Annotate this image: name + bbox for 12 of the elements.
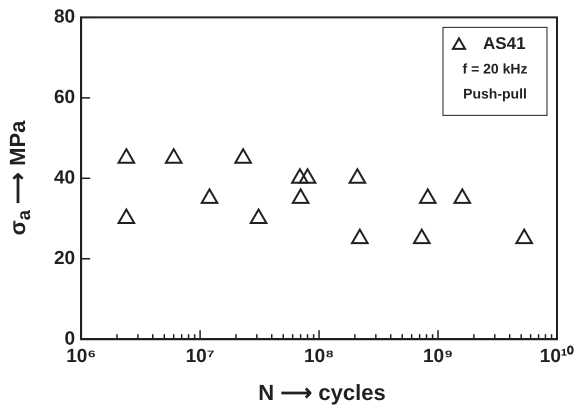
y-tick-label: 20 [54,248,76,269]
legend-label: AS41 [483,34,526,54]
x-tick-label: 10⁹ [422,346,454,367]
x-tick-label: 10⁷ [186,346,215,367]
y-tick-label: 40 [54,168,76,189]
annotation: f = 20 kHz [462,60,528,76]
y-tick-label: 80 [54,6,76,28]
annotation: Push-pull [463,85,527,102]
y-tick-label: 60 [54,87,76,108]
x-tick-label: 10⁸ [304,346,334,367]
x-tick-label: 10¹⁰ [540,344,574,367]
x-axis-title: N ⟶ cycles [258,380,386,406]
